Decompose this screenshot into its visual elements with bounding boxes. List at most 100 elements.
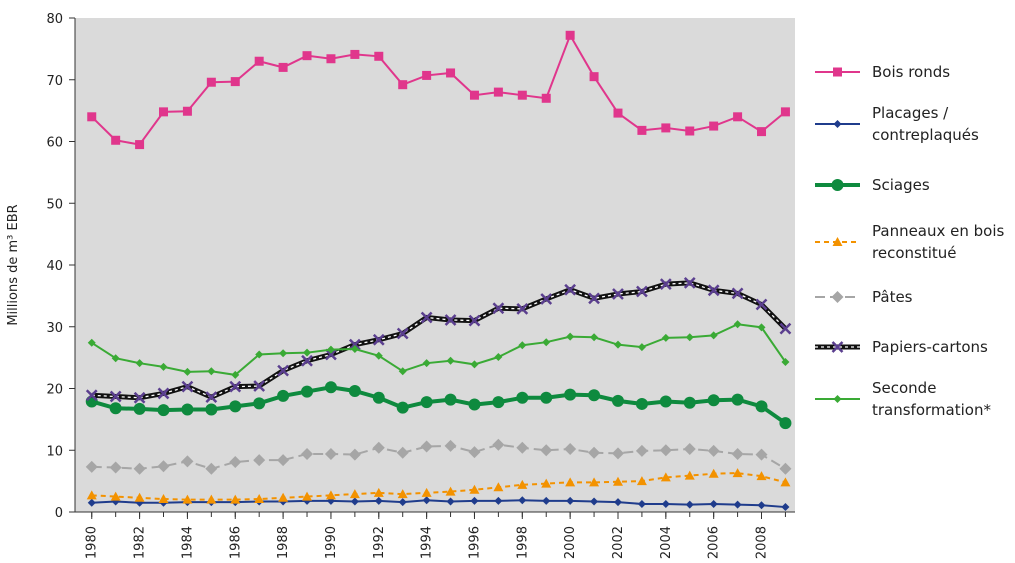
marker [255,350,264,359]
marker [444,439,457,452]
legend-item [815,395,860,403]
series [87,320,790,379]
marker [302,491,313,501]
marker [205,403,218,416]
marker [279,349,288,358]
marker [253,454,266,467]
marker [348,338,361,351]
legend-label: Pâtes [872,288,913,306]
legend-label: Seconde transformation* [872,379,991,419]
marker [396,401,409,414]
marker [685,126,695,136]
marker [589,72,599,82]
series [85,381,792,430]
marker [133,402,146,415]
y-tick-label: 80 [46,12,63,27]
marker [707,394,720,407]
plot-area [75,18,795,512]
marker [492,438,505,451]
marker [637,343,646,352]
series [86,468,791,504]
marker [757,501,766,510]
marker [110,491,121,501]
marker [350,49,360,59]
marker [373,487,384,497]
legend-item [815,237,860,246]
marker [683,443,696,456]
series-line-core [91,282,786,399]
marker [518,496,527,505]
marker [206,494,217,504]
y-tick-label: 60 [46,136,63,151]
marker [301,354,313,367]
marker [542,496,551,505]
marker [831,291,844,303]
legend-label: Sciages [872,176,930,194]
marker [398,498,407,507]
marker [133,391,146,404]
marker [350,344,359,353]
legend-label: Papiers-cartons [872,338,988,356]
marker [541,93,551,103]
marker [733,320,742,329]
marker [445,486,456,496]
marker [303,348,312,357]
marker [611,394,624,407]
marker [588,446,601,459]
marker [781,357,790,366]
marker [707,284,720,297]
marker [516,441,529,454]
marker [831,179,844,191]
marker [516,302,529,315]
marker [470,360,479,369]
series-line [91,323,787,376]
marker [755,448,768,461]
series-line [91,472,786,501]
marker [229,455,242,468]
series [85,277,792,404]
x-tick-label: 1986 [228,526,243,559]
marker [325,490,336,500]
marker [781,503,790,512]
marker [85,460,98,473]
marker [372,333,385,346]
marker [348,384,361,397]
marker [833,120,842,128]
x-tick-label: 2008 [755,526,770,559]
marker [398,80,408,90]
marker [565,477,576,487]
y-tick-label: 40 [46,259,63,274]
marker [157,460,170,473]
marker [109,461,122,474]
marker [517,90,527,100]
x-tick-label: 2004 [659,526,674,559]
legend-label: Bois ronds [872,63,951,81]
y-tick-label: 70 [46,74,63,89]
series [87,30,790,150]
marker [494,353,503,362]
marker [636,285,648,298]
marker [757,323,766,332]
marker [254,494,265,504]
marker [446,356,455,365]
marker [278,62,288,72]
marker [134,492,145,502]
marker [494,496,503,505]
marker [635,444,648,457]
marker [612,288,624,300]
marker [396,446,409,459]
marker [833,395,842,403]
marker [659,395,672,408]
marker [230,494,241,504]
legend-item [815,67,860,77]
marker [468,398,481,411]
marker [372,391,385,404]
marker [254,56,264,66]
marker [422,496,431,505]
x-tick-label: 1984 [180,526,195,559]
marker [206,77,216,87]
marker [182,106,192,116]
marker [277,364,289,377]
marker [755,400,768,413]
marker [230,77,240,87]
